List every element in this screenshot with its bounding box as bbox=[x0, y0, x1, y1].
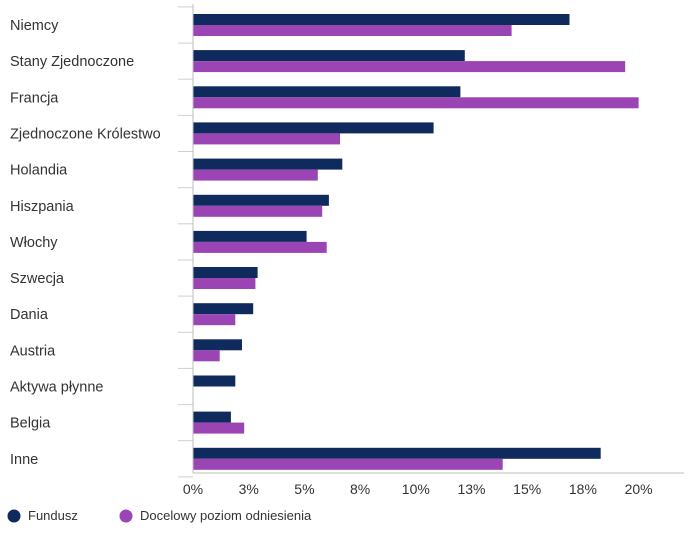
bar-benchmark bbox=[193, 205, 323, 217]
bar-benchmark bbox=[193, 241, 327, 253]
bar-benchmark bbox=[193, 97, 639, 109]
bar-fundusz bbox=[193, 339, 242, 351]
x-tick-label: 20% bbox=[625, 481, 653, 497]
bar-fundusz bbox=[193, 375, 236, 387]
category-label: Hiszpania bbox=[10, 199, 75, 215]
category-label: Włochy bbox=[10, 235, 58, 251]
x-tick-label: 18% bbox=[569, 481, 597, 497]
legend-marker-fundusz bbox=[7, 509, 21, 523]
bar-benchmark bbox=[193, 25, 512, 36]
category-label: Szwecja bbox=[10, 271, 65, 287]
bar-benchmark bbox=[193, 350, 220, 362]
category-label: Holandia bbox=[10, 163, 68, 179]
bar-fundusz bbox=[193, 158, 343, 170]
x-tick-label: 10% bbox=[402, 481, 430, 497]
bar-fundusz bbox=[193, 194, 329, 206]
legend-label: Fundusz bbox=[28, 508, 78, 523]
category-label: Inne bbox=[10, 452, 38, 468]
bar-benchmark bbox=[193, 61, 626, 73]
x-tick-label: 8% bbox=[350, 481, 370, 497]
x-tick-label: 5% bbox=[294, 481, 314, 497]
bar-benchmark bbox=[193, 422, 245, 434]
bar-benchmark bbox=[193, 133, 340, 145]
category-label: Francja bbox=[10, 90, 59, 106]
bar-fundusz bbox=[193, 86, 461, 98]
category-label: Zjednoczone Królestwo bbox=[10, 126, 161, 142]
category-label: Stany Zjednoczone bbox=[10, 54, 134, 70]
chart-axes: 0% 3% 5% 8% 10% 13% 15% 18% 20% bbox=[183, 4, 684, 497]
category-label: Niemcy bbox=[10, 18, 59, 34]
bar-fundusz bbox=[193, 267, 258, 278]
bar-fundusz bbox=[193, 50, 465, 62]
chart-rows: Niemcy Stany Zjednoczone Francja Zjednoczon… bbox=[10, 6, 639, 478]
chart-legend: Fundusz Docelowy poziom odniesienia bbox=[7, 508, 312, 523]
bar-fundusz bbox=[193, 122, 434, 134]
bar-fundusz bbox=[193, 303, 254, 315]
category-label: Aktywa płynne bbox=[10, 380, 104, 396]
legend-label: Docelowy poziom odniesienia bbox=[140, 508, 312, 523]
bar-benchmark bbox=[193, 458, 503, 470]
x-tick-label: 15% bbox=[513, 481, 541, 497]
category-label: Dania bbox=[10, 307, 49, 323]
bar-benchmark bbox=[193, 314, 236, 326]
bar-benchmark bbox=[193, 169, 318, 181]
category-label: Belgia bbox=[10, 416, 51, 432]
x-tick-label: 0% bbox=[183, 481, 203, 497]
bar-benchmark bbox=[193, 278, 256, 289]
x-tick-label: 3% bbox=[239, 481, 259, 497]
bar-fundusz bbox=[193, 14, 570, 25]
bar-fundusz bbox=[193, 411, 231, 423]
bar-fundusz bbox=[193, 230, 307, 242]
bar-fundusz bbox=[193, 447, 601, 459]
x-tick-label: 13% bbox=[457, 481, 485, 497]
legend-marker-benchmark bbox=[119, 509, 133, 523]
category-label: Austria bbox=[10, 343, 56, 359]
